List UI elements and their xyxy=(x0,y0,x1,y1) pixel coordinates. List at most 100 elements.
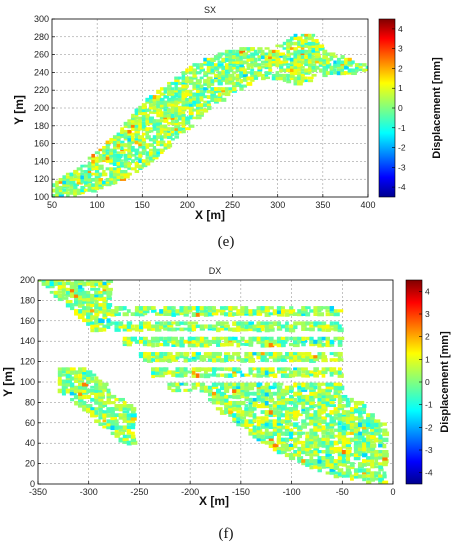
displacement-cell xyxy=(199,113,204,117)
displacement-cell xyxy=(105,140,112,145)
displacement-cell xyxy=(61,284,66,289)
displacement-cell xyxy=(244,385,251,391)
displacement-cell xyxy=(181,79,187,83)
displacement-cell xyxy=(284,416,291,421)
displacement-cell xyxy=(366,462,372,467)
displacement-cell xyxy=(370,459,375,464)
displacement-cell xyxy=(151,342,155,348)
displacement-cell xyxy=(105,156,112,161)
displacement-cell xyxy=(276,355,282,359)
displacement-cell xyxy=(181,73,186,78)
displacement-cell xyxy=(325,413,332,418)
displacement-cell xyxy=(179,355,185,359)
displacement-cell xyxy=(141,137,146,142)
displacement-cell xyxy=(210,57,216,63)
displacement-cell xyxy=(179,312,186,316)
displacement-cell xyxy=(66,177,71,182)
displacement-cell xyxy=(91,183,97,187)
displacement-cell xyxy=(256,437,263,442)
displacement-cell xyxy=(192,92,198,97)
displacement-cell xyxy=(199,385,205,391)
displacement-cell xyxy=(260,385,267,390)
y-tick-label: 120 xyxy=(20,357,35,367)
displacement-cell xyxy=(307,55,314,59)
displacement-cell xyxy=(276,416,282,421)
displacement-cell xyxy=(170,111,176,114)
displacement-cell xyxy=(321,440,327,445)
displacement-cell xyxy=(131,113,135,118)
displacement-cell xyxy=(145,135,151,140)
displacement-cell xyxy=(297,391,303,396)
displacement-cell xyxy=(256,312,263,316)
displacement-cell xyxy=(211,385,219,390)
displacement-cell xyxy=(91,161,95,166)
displacement-cell xyxy=(309,416,316,420)
displacement-cell xyxy=(257,65,262,70)
displacement-cell xyxy=(181,105,186,110)
displacement-cell xyxy=(211,382,218,387)
y-tick-label: 240 xyxy=(34,67,49,77)
displacement-cell xyxy=(221,73,226,77)
displacement-cell xyxy=(289,76,295,81)
displacement-cell xyxy=(163,103,168,108)
displacement-cell xyxy=(66,180,71,185)
displacement-cell xyxy=(309,324,315,328)
displacement-cell xyxy=(90,376,95,381)
displacement-cell xyxy=(130,434,136,439)
y-tick-label: 0 xyxy=(30,479,35,489)
displacement-cell xyxy=(300,55,305,59)
displacement-cell xyxy=(235,57,240,62)
displacement-cell xyxy=(192,76,198,80)
displacement-cell xyxy=(225,87,229,91)
displacement-cell xyxy=(260,416,266,421)
displacement-cell xyxy=(141,159,148,163)
displacement-cell xyxy=(366,468,371,473)
displacement-cell xyxy=(236,324,243,328)
displacement-cell xyxy=(112,156,118,161)
displacement-cell xyxy=(66,193,70,197)
displacement-cell xyxy=(152,119,157,124)
displacement-cell xyxy=(149,143,154,147)
y-tick-label: 20 xyxy=(25,459,35,469)
displacement-cell xyxy=(87,164,94,168)
displacement-cell xyxy=(203,89,207,93)
displacement-cell xyxy=(212,370,216,375)
displacement-cell xyxy=(228,76,234,81)
displacement-cell xyxy=(317,312,325,317)
displacement-cell xyxy=(57,287,64,291)
displacement-cell xyxy=(120,127,125,131)
displacement-cell xyxy=(301,342,306,347)
displacement-cell xyxy=(293,443,298,449)
displacement-cell xyxy=(196,111,201,115)
displacement-cell xyxy=(163,367,169,372)
displacement-cell xyxy=(280,431,288,436)
displacement-cell xyxy=(285,422,290,426)
displacement-cell xyxy=(321,431,328,435)
displacement-cell xyxy=(106,280,114,284)
displacement-cell xyxy=(358,65,363,69)
displacement-cell xyxy=(90,321,97,325)
displacement-cell xyxy=(301,397,308,402)
displacement-cell xyxy=(235,65,241,69)
displacement-cell xyxy=(192,95,198,98)
displacement-cell xyxy=(268,68,273,72)
displacement-cell xyxy=(98,400,103,406)
displacement-cell xyxy=(315,60,321,64)
displacement-cell xyxy=(325,306,331,310)
displacement-cell xyxy=(191,342,198,348)
displacement-cell xyxy=(296,76,303,81)
displacement-cell xyxy=(321,358,328,363)
displacement-cell xyxy=(181,113,186,117)
displacement-cell xyxy=(313,358,320,362)
displacement-cell xyxy=(185,100,189,104)
displacement-cell xyxy=(195,367,202,373)
displacement-cell xyxy=(264,60,270,64)
displacement-cell xyxy=(272,385,277,389)
displacement-cell xyxy=(244,398,249,402)
displacement-cell xyxy=(105,159,110,163)
displacement-cell xyxy=(45,284,51,289)
displacement-cell xyxy=(252,391,258,396)
displacement-cell xyxy=(178,81,182,85)
displacement-cell xyxy=(167,145,171,149)
displacement-cell xyxy=(94,385,100,391)
